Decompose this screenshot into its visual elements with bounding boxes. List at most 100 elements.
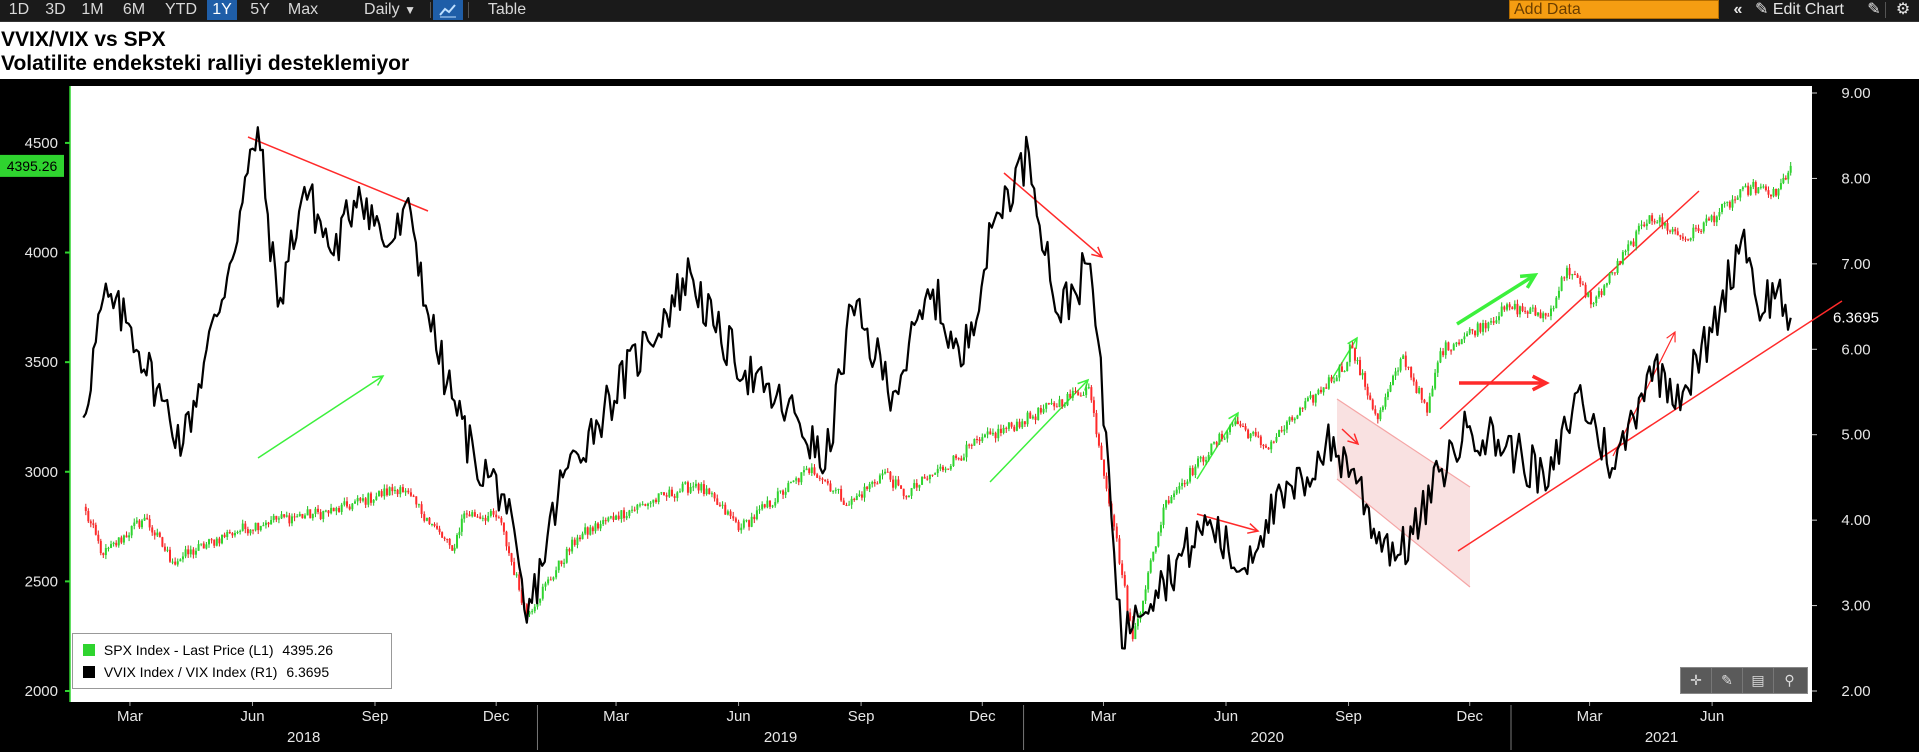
spx-candle-body xyxy=(1249,433,1252,439)
collapse-button[interactable]: « xyxy=(1727,0,1749,20)
spx-candle-body xyxy=(591,527,594,532)
add-data-input[interactable] xyxy=(1510,1,1718,18)
left-axis-tick-label: 3000 xyxy=(25,464,58,481)
spx-candle-body xyxy=(1764,186,1767,191)
line-chart-button[interactable] xyxy=(433,0,463,20)
spx-candle-body xyxy=(354,501,357,504)
right-axis-tick-label: 9.00 xyxy=(1841,85,1870,102)
spx-candle-body xyxy=(380,491,383,497)
spx-candle-body xyxy=(949,466,952,470)
spx-candle-body xyxy=(581,533,584,540)
spx-candle-body xyxy=(568,548,571,552)
spx-candle-body xyxy=(689,486,692,493)
spx-candle-body xyxy=(1592,302,1595,305)
draw-tool[interactable]: ✎ xyxy=(1712,668,1743,693)
spx-candle-body xyxy=(84,506,87,511)
chart-legend[interactable]: SPX Index - Last Price (L1) 4395.26 VVIX… xyxy=(72,633,392,689)
spx-candle-body xyxy=(515,574,518,576)
edit-chart-button[interactable]: ✎ Edit Chart xyxy=(1755,0,1873,20)
spx-candle-body xyxy=(789,481,792,484)
settings-button[interactable]: ⚙ xyxy=(1891,0,1915,20)
spx-candle-body xyxy=(1092,400,1095,414)
spx-candle-body xyxy=(306,509,309,516)
spx-candle-body xyxy=(1223,438,1226,440)
spx-candle-body xyxy=(1304,401,1307,409)
range-button-max[interactable]: Max xyxy=(287,1,319,18)
legend-value-ratio: 6.3695 xyxy=(286,664,330,680)
spx-candle-body xyxy=(1197,458,1200,467)
spx-candle-body xyxy=(446,538,449,540)
spx-candle-body xyxy=(1728,201,1731,208)
spx-candle-body xyxy=(1340,366,1343,372)
range-button-3d[interactable]: 3D xyxy=(45,1,66,18)
spx-candle-body xyxy=(270,520,273,525)
green-arrow-bold-head xyxy=(1519,272,1539,289)
add-data-field[interactable] xyxy=(1509,0,1719,19)
spx-candle-body xyxy=(910,488,913,496)
spx-candle-body xyxy=(476,516,479,518)
spx-candle-body xyxy=(1259,436,1262,445)
spx-candle-body xyxy=(700,484,703,491)
spx-candle-body xyxy=(1348,344,1351,363)
spx-candle-body xyxy=(396,489,399,495)
spx-candle-body xyxy=(1351,344,1354,349)
table-tool[interactable]: ▤ xyxy=(1743,668,1774,693)
range-button-5y[interactable]: 5Y xyxy=(250,1,270,18)
chart-canvas[interactable]: 4500 4000 3500 3000 2500 2000 4395.26 9.00 8.00 7… xyxy=(0,79,1919,752)
spx-candle-body xyxy=(1215,442,1218,445)
spx-candle-body xyxy=(673,496,676,498)
spx-candle-body xyxy=(528,611,531,615)
spx-candle-body xyxy=(1749,186,1752,195)
range-button-1m[interactable]: 1M xyxy=(81,1,104,18)
range-button-1y[interactable]: 1Y xyxy=(207,0,237,20)
range-button-1d[interactable]: 1D xyxy=(8,1,30,18)
spx-candle-body xyxy=(918,484,921,488)
right-axis-tick-label: 2.00 xyxy=(1841,683,1870,700)
caret-down-icon: ▼ xyxy=(404,3,416,17)
crosshair-tool[interactable]: ✛ xyxy=(1681,668,1712,693)
spx-candle-body xyxy=(492,511,495,515)
channel-upper-line xyxy=(1439,190,1700,430)
x-axis-year-label: 2019 xyxy=(764,729,797,746)
spx-candle-body xyxy=(986,431,989,435)
spx-candle-body xyxy=(716,498,719,505)
spx-candle-body xyxy=(1643,224,1646,227)
spx-candle-body xyxy=(1063,405,1066,407)
range-button-6m[interactable]: 6M xyxy=(122,1,146,18)
spx-candle-body xyxy=(505,531,508,547)
spx-candle-body xyxy=(1412,377,1415,382)
spx-candle-body xyxy=(905,495,908,498)
spx-candle-body xyxy=(1239,424,1242,427)
green-arrow-2019-shaft xyxy=(989,379,1089,483)
zoom-tool[interactable]: ⚲ xyxy=(1774,668,1805,693)
spx-candle-body xyxy=(973,439,976,446)
spx-candle-body xyxy=(324,510,327,512)
spx-candle-body xyxy=(441,532,444,538)
spx-candle-body xyxy=(1296,415,1299,419)
spx-candle-body xyxy=(1026,412,1029,425)
spx-candle-body xyxy=(665,495,668,497)
spx-candle-body xyxy=(1595,296,1598,303)
x-axis-year-label: 2020 xyxy=(1251,729,1284,746)
spx-candle-body xyxy=(1584,284,1587,297)
spx-candle-body xyxy=(1784,177,1787,180)
interval-dropdown[interactable]: Daily ▼ xyxy=(355,0,425,20)
table-button[interactable]: Table xyxy=(487,1,527,18)
spx-candle-body xyxy=(1113,515,1116,527)
legend-label-ratio: VVIX Index / VIX Index (R1) xyxy=(103,664,278,680)
range-button-ytd[interactable]: YTD xyxy=(165,1,197,18)
spx-candle-body xyxy=(319,512,322,520)
edit-icon-button[interactable]: ✎ xyxy=(1864,0,1884,20)
spx-candle-body xyxy=(169,549,172,562)
spx-candle-body xyxy=(729,511,732,517)
spx-candle-body xyxy=(335,507,338,512)
spx-candle-body xyxy=(1697,228,1700,231)
spx-candle-body xyxy=(1589,292,1592,305)
spx-candle-body xyxy=(649,502,652,504)
spx-candle-body xyxy=(1031,416,1034,419)
spx-candle-body xyxy=(713,493,716,499)
spx-candle-body xyxy=(138,520,141,528)
spx-candle-body xyxy=(1023,421,1026,425)
spx-candle-body xyxy=(1018,421,1021,428)
spx-candle-body xyxy=(994,432,997,439)
